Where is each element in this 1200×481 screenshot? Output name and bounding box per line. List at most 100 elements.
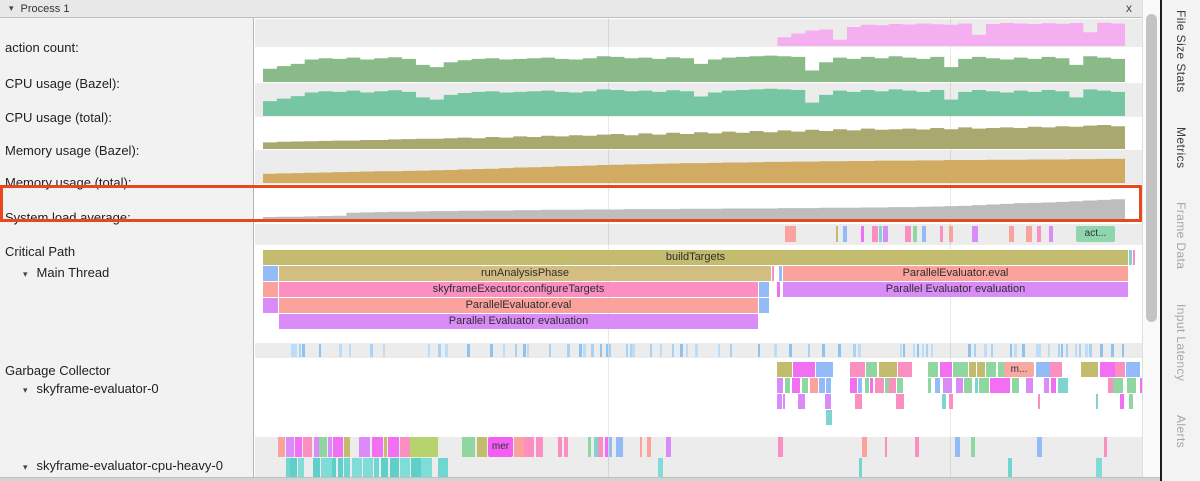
event-tick[interactable] bbox=[657, 458, 663, 477]
event-tick[interactable] bbox=[371, 437, 383, 457]
event-tick[interactable] bbox=[294, 437, 302, 457]
event-tick[interactable] bbox=[777, 362, 793, 377]
event-tick[interactable] bbox=[939, 226, 943, 242]
event-tick[interactable] bbox=[825, 378, 832, 393]
event-tick[interactable] bbox=[939, 362, 953, 377]
counter-chart[interactable] bbox=[263, 119, 1125, 149]
event-tick[interactable] bbox=[523, 344, 526, 357]
event-tick[interactable] bbox=[381, 458, 389, 477]
collapse-arrow-icon[interactable]: ▾ bbox=[9, 3, 14, 13]
event-tick[interactable] bbox=[879, 226, 883, 242]
event-tick[interactable] bbox=[694, 344, 698, 357]
event-tick[interactable] bbox=[949, 394, 954, 409]
vertical-scrollbar-thumb[interactable] bbox=[1146, 14, 1157, 322]
main-thread-slice[interactable]: Parallel Evaluator evaluation bbox=[783, 282, 1128, 297]
event-tick[interactable] bbox=[1048, 344, 1051, 357]
event-tick[interactable] bbox=[979, 378, 989, 393]
event-tick[interactable] bbox=[972, 226, 979, 242]
evaluator-slice[interactable] bbox=[462, 437, 475, 457]
event-tick[interactable] bbox=[604, 437, 609, 457]
event-tick[interactable] bbox=[793, 362, 815, 377]
event-tick[interactable] bbox=[686, 344, 689, 357]
event-tick[interactable] bbox=[437, 458, 449, 477]
event-tick[interactable] bbox=[898, 362, 913, 377]
event-tick[interactable] bbox=[802, 378, 809, 393]
event-tick[interactable] bbox=[359, 437, 370, 457]
event-tick[interactable] bbox=[989, 378, 1000, 393]
event-tick[interactable] bbox=[884, 378, 890, 393]
event-tick[interactable] bbox=[943, 378, 953, 393]
event-tick[interactable] bbox=[791, 378, 800, 393]
event-tick[interactable] bbox=[318, 344, 322, 357]
event-tick[interactable] bbox=[872, 226, 878, 242]
event-tick[interactable] bbox=[1051, 378, 1056, 393]
evaluator-slice[interactable] bbox=[514, 437, 524, 457]
event-tick[interactable] bbox=[861, 437, 867, 457]
event-tick[interactable] bbox=[1121, 344, 1125, 357]
tab-frame-data[interactable]: Frame Data bbox=[1174, 202, 1188, 270]
event-tick[interactable] bbox=[600, 344, 603, 357]
event-tick[interactable] bbox=[1007, 458, 1013, 477]
evaluator-slice-chip[interactable]: m... bbox=[1004, 362, 1034, 377]
evaluator-slice[interactable] bbox=[524, 437, 534, 457]
event-tick[interactable] bbox=[913, 226, 917, 242]
event-tick[interactable] bbox=[647, 437, 651, 457]
event-tick[interactable] bbox=[808, 344, 811, 357]
event-tick[interactable] bbox=[905, 226, 911, 242]
event-tick[interactable] bbox=[1058, 378, 1069, 393]
event-tick[interactable] bbox=[1095, 394, 1098, 409]
event-tick[interactable] bbox=[352, 458, 362, 477]
counter-chart[interactable] bbox=[263, 152, 1125, 183]
event-tick[interactable] bbox=[1036, 344, 1040, 357]
event-tick[interactable] bbox=[912, 344, 915, 357]
event-tick[interactable] bbox=[928, 378, 932, 393]
event-tick[interactable] bbox=[583, 344, 587, 357]
event-tick[interactable] bbox=[858, 458, 862, 477]
event-tick[interactable] bbox=[298, 458, 305, 477]
event-tick[interactable] bbox=[729, 344, 733, 357]
event-tick[interactable] bbox=[558, 437, 562, 457]
event-tick[interactable] bbox=[526, 344, 530, 357]
critical-path-slice[interactable] bbox=[785, 226, 796, 242]
event-tick[interactable] bbox=[400, 437, 412, 457]
main-thread-slice[interactable]: ParallelEvaluator.eval bbox=[783, 266, 1128, 281]
event-tick[interactable] bbox=[777, 394, 783, 409]
evaluator-slice[interactable] bbox=[410, 437, 438, 457]
event-tick[interactable] bbox=[1048, 226, 1054, 242]
event-tick[interactable] bbox=[467, 344, 470, 357]
event-tick[interactable] bbox=[298, 344, 302, 357]
event-tick[interactable] bbox=[438, 344, 441, 357]
main-thread-slice[interactable] bbox=[759, 298, 769, 313]
event-tick[interactable] bbox=[344, 458, 351, 477]
event-tick[interactable] bbox=[928, 362, 939, 377]
event-tick[interactable] bbox=[338, 344, 342, 357]
event-tick[interactable] bbox=[1044, 378, 1049, 393]
event-tick[interactable] bbox=[318, 437, 327, 457]
main-thread-slice[interactable] bbox=[777, 282, 780, 297]
event-tick[interactable] bbox=[659, 344, 662, 357]
event-tick[interactable] bbox=[338, 458, 343, 477]
event-tick[interactable] bbox=[1058, 344, 1061, 357]
event-tick[interactable] bbox=[313, 458, 321, 477]
event-tick[interactable] bbox=[869, 378, 873, 393]
vertical-scrollbar[interactable] bbox=[1142, 0, 1160, 477]
event-tick[interactable] bbox=[278, 437, 286, 457]
horizontal-scrollbar[interactable] bbox=[0, 477, 1160, 481]
event-tick[interactable] bbox=[579, 344, 583, 357]
event-tick[interactable] bbox=[343, 437, 351, 457]
event-tick[interactable] bbox=[864, 378, 869, 393]
timeline-track-area[interactable]: act... buildTargets runAnalysisPhase Parall… bbox=[255, 18, 1142, 477]
event-tick[interactable] bbox=[671, 344, 675, 357]
counter-chart[interactable] bbox=[263, 49, 1125, 82]
event-tick[interactable] bbox=[782, 394, 785, 409]
event-tick[interactable] bbox=[931, 344, 934, 357]
event-tick[interactable] bbox=[777, 378, 783, 393]
event-tick[interactable] bbox=[860, 226, 864, 242]
event-tick[interactable] bbox=[608, 344, 611, 357]
process-header[interactable]: ▾ Process 1 x bbox=[0, 0, 1142, 18]
event-tick[interactable] bbox=[591, 344, 594, 357]
event-tick[interactable] bbox=[400, 458, 411, 477]
event-tick[interactable] bbox=[1065, 344, 1068, 357]
main-thread-slice[interactable] bbox=[263, 266, 278, 281]
event-tick[interactable] bbox=[968, 344, 972, 357]
